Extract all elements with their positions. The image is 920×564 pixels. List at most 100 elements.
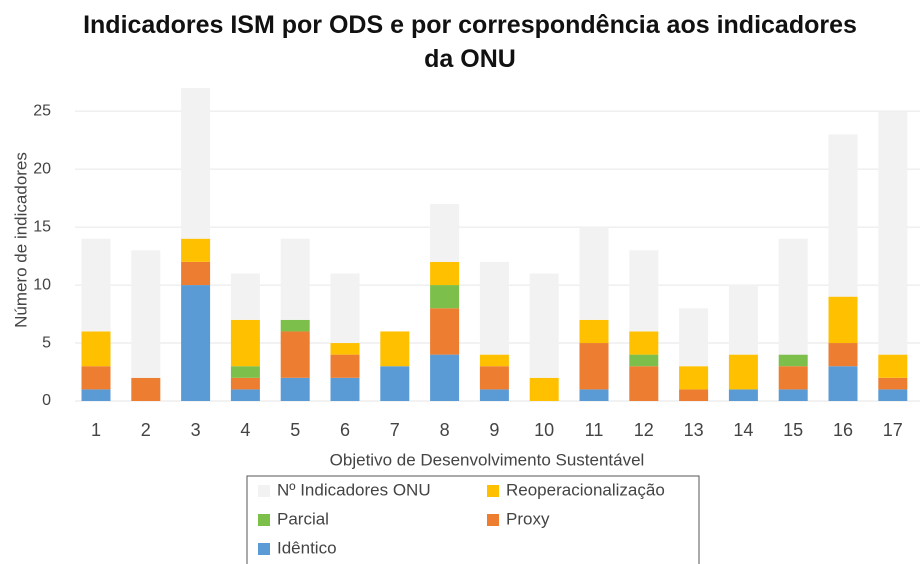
bar-segment	[81, 389, 111, 401]
legend-box	[246, 475, 700, 564]
x-tick-label: 15	[783, 420, 803, 440]
bar-segment	[479, 389, 509, 401]
bar-segment	[679, 389, 709, 401]
bar-segment	[728, 389, 758, 401]
bar-segment	[778, 238, 808, 355]
bar-segment	[778, 366, 808, 390]
legend-label: Reoperacionalização	[506, 480, 665, 499]
bar-segment	[878, 354, 908, 378]
chart-title: Indicadores ISM por ODS e por correspond…	[83, 11, 857, 73]
bar-segment	[529, 377, 559, 401]
bar-segment	[230, 366, 260, 378]
bar-segment	[778, 389, 808, 401]
bar-segment	[230, 319, 260, 367]
bar-segment	[479, 354, 509, 367]
bar-segment	[280, 238, 310, 320]
x-tick-label: 4	[240, 420, 250, 440]
bar-segment	[579, 389, 609, 401]
bar-segment	[629, 366, 659, 401]
bar-segment	[479, 366, 509, 390]
y-axis-title: Número de indicadores	[11, 152, 30, 328]
bar-segment	[828, 296, 858, 344]
bar-segment	[230, 389, 260, 401]
bar-segment	[181, 261, 211, 286]
x-tick-label: 12	[634, 420, 654, 440]
bar-segment	[430, 308, 460, 355]
legend-swatch	[258, 485, 270, 497]
x-tick-label: 17	[883, 420, 903, 440]
y-tick-label: 25	[33, 102, 51, 119]
legend-swatch	[487, 514, 499, 526]
bar-segment	[181, 238, 211, 262]
bar-segment	[728, 354, 758, 390]
x-tick-label: 14	[733, 420, 753, 440]
bar-segment	[330, 273, 360, 344]
bar-segment	[579, 319, 609, 344]
bar-segment	[280, 319, 310, 332]
bar-segment	[679, 366, 709, 390]
legend-label: Nº Indicadores ONU	[277, 480, 431, 499]
x-tick-label: 5	[290, 420, 300, 440]
x-tick-label: 1	[91, 420, 101, 440]
x-axis-title: Objetivo de Desenvolvimento Sustentável	[330, 450, 645, 469]
bar-segment	[679, 308, 709, 367]
legend-label: Parcial	[277, 509, 329, 528]
bar-segment	[878, 377, 908, 390]
legend-swatch	[487, 485, 499, 497]
bar-segment	[280, 377, 310, 401]
legend-swatch	[258, 543, 270, 555]
x-tick-label: 13	[684, 420, 704, 440]
bar-segment	[828, 343, 858, 367]
bar-segment	[529, 273, 559, 378]
legend-swatch	[258, 514, 270, 526]
bar-segment	[430, 203, 460, 262]
bar-segment	[131, 377, 161, 401]
x-tick-label: 3	[191, 420, 201, 440]
bar-segment	[131, 250, 161, 378]
bar-segment	[579, 343, 609, 390]
legend-label: Proxy	[506, 509, 550, 528]
bar-segment	[430, 354, 460, 401]
legend-label: Idêntico	[277, 538, 337, 557]
bar-segment	[728, 285, 758, 355]
bar-segment	[181, 285, 211, 401]
bar-segment	[230, 273, 260, 320]
bar-segment	[181, 88, 211, 239]
bar-segment	[629, 354, 659, 367]
bar-segment	[629, 250, 659, 332]
bar-segment	[828, 134, 858, 297]
y-tick-label: 0	[42, 392, 51, 409]
x-tick-label: 7	[390, 420, 400, 440]
bar-segment	[479, 261, 509, 355]
bar-segment	[878, 389, 908, 401]
y-tick-label: 15	[33, 218, 51, 235]
bar-segment	[81, 238, 111, 332]
bar-segment	[81, 331, 111, 367]
bar-segment	[828, 366, 858, 401]
y-tick-label: 10	[33, 276, 51, 293]
bar-segment	[430, 285, 460, 309]
bar-segment	[629, 331, 659, 355]
bar-segment	[230, 377, 260, 390]
y-tick-label: 5	[42, 334, 51, 351]
bar-segment	[778, 354, 808, 367]
x-tick-label: 8	[440, 420, 450, 440]
bar-segment	[330, 343, 360, 355]
bar-segment	[280, 331, 310, 378]
bar-segment	[330, 377, 360, 401]
x-tick-label: 9	[489, 420, 499, 440]
x-tick-label: 10	[534, 420, 554, 440]
bar-segment	[430, 261, 460, 286]
bar-segment	[878, 111, 908, 355]
x-tick-label: 11	[585, 420, 604, 440]
x-tick-label: 6	[340, 420, 350, 440]
bar-segment	[380, 331, 410, 367]
bar-segment	[579, 227, 609, 320]
x-tick-label: 16	[833, 420, 853, 440]
bar-segment	[81, 366, 111, 390]
bar-segment	[330, 354, 360, 378]
bar-segment	[380, 366, 410, 401]
y-tick-label: 20	[33, 160, 51, 177]
